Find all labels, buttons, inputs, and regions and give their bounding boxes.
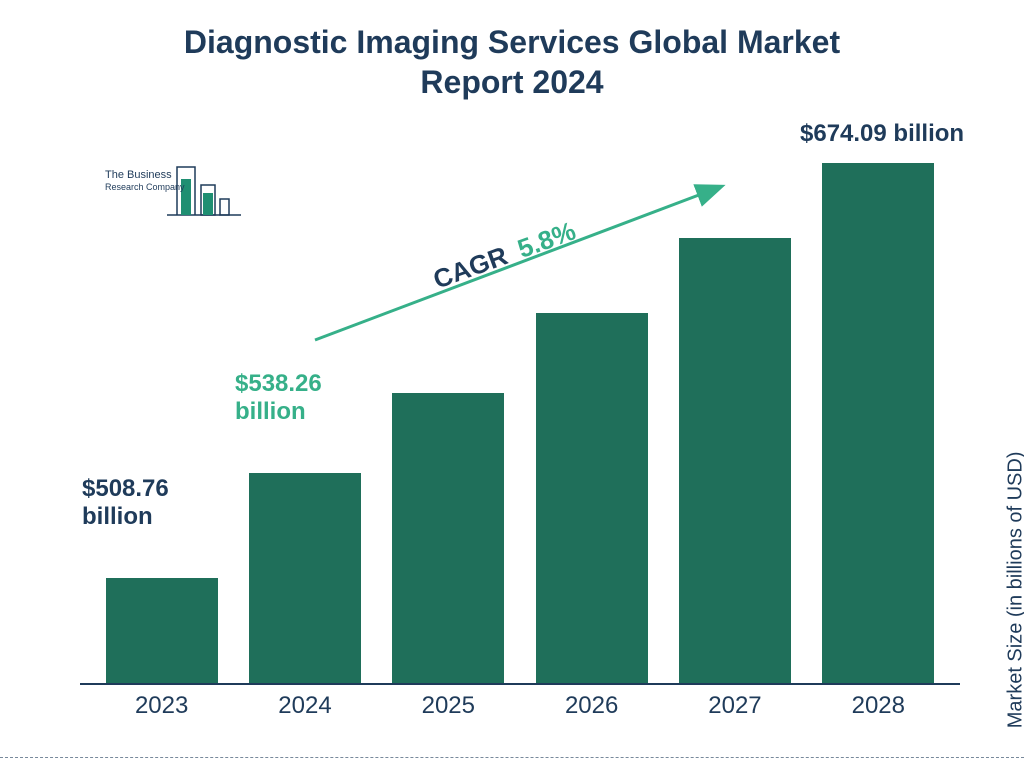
value-label-line1: $674.09 billion [800, 120, 964, 147]
value-label-line1: $538.26 [235, 370, 322, 398]
bar-2028 [822, 163, 934, 683]
bar-slot [818, 163, 938, 683]
bar-2026 [536, 313, 648, 683]
value-label-2024: $538.26 billion [235, 370, 322, 425]
value-label-2028: $674.09 billion [800, 120, 964, 148]
x-label: 2025 [388, 692, 508, 720]
bar-2025 [392, 393, 504, 683]
bar-2024 [249, 473, 361, 683]
value-label-line2: billion [82, 503, 169, 531]
bar-slot [245, 473, 365, 683]
value-label-line1: $508.76 [82, 475, 169, 503]
chart-title-line1: Diagnostic Imaging Services Global Marke… [0, 22, 1024, 62]
x-label: 2024 [245, 692, 365, 720]
x-axis-line [80, 683, 960, 685]
x-label: 2028 [818, 692, 938, 720]
x-label: 2023 [102, 692, 222, 720]
x-axis-labels: 2023 2024 2025 2026 2027 2028 [80, 692, 960, 720]
value-label-line2: billion [235, 398, 322, 426]
footer-divider [0, 757, 1024, 758]
bar-slot [388, 393, 508, 683]
bar-slot [532, 313, 652, 683]
value-label-2023: $508.76 billion [82, 475, 169, 530]
x-label: 2027 [675, 692, 795, 720]
y-axis-title: Market Size (in billions of USD) [1005, 452, 1024, 729]
bar-slot [102, 578, 222, 683]
chart-title-line2: Report 2024 [0, 62, 1024, 102]
bar-2023 [106, 578, 218, 683]
chart-title: Diagnostic Imaging Services Global Marke… [0, 22, 1024, 102]
x-label: 2026 [532, 692, 652, 720]
cagr-annotation: CAGR 5.8% [300, 175, 740, 355]
